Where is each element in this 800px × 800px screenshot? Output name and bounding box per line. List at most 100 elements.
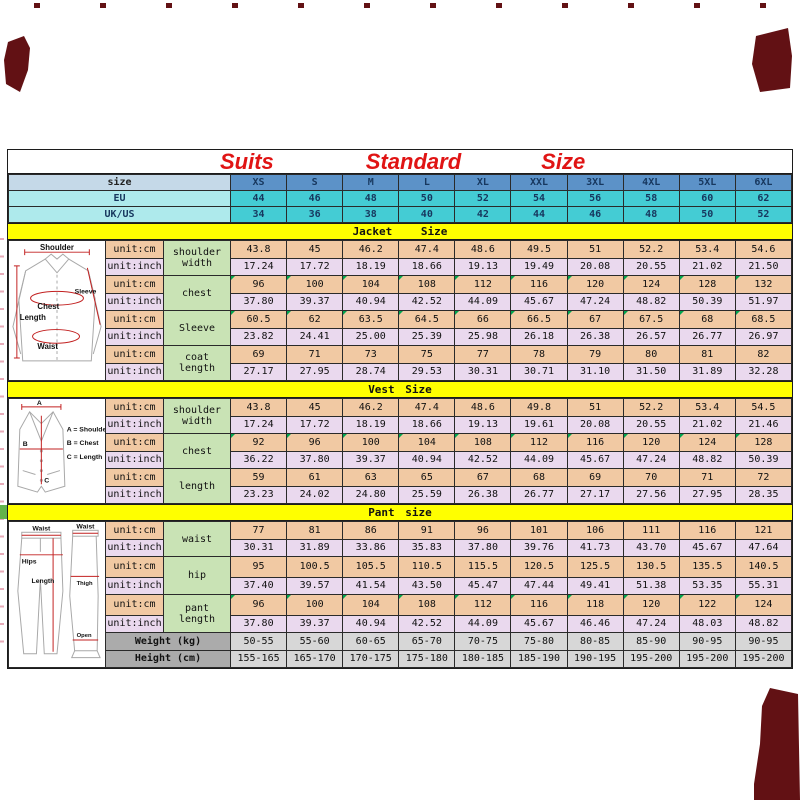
value-cell-cm: 75 <box>398 345 456 364</box>
value-cell-cm: 54.5 <box>734 398 793 417</box>
size-cell: 5XL <box>678 174 736 191</box>
measurement-name-cell: chest <box>163 433 231 469</box>
value-cell-inch: 26.38 <box>566 327 624 346</box>
footer-value-cell: 90-95 <box>678 632 736 651</box>
footer-value-cell: 170-175 <box>342 649 400 668</box>
unit-cm-cell: unit:cm <box>105 468 164 487</box>
value-cell-inch: 26.18 <box>510 327 568 346</box>
value-cell-cm: 124 <box>678 433 736 452</box>
size-value-cell: 60 <box>678 190 736 207</box>
unit-cm-cell: unit:cm <box>105 556 164 578</box>
footer-value-cell: 165-170 <box>286 649 344 668</box>
value-cell-inch: 27.95 <box>678 485 736 504</box>
value-cell-inch: 48.82 <box>622 292 680 311</box>
size-value-cell: 52 <box>734 206 793 223</box>
unit-inch-cell: unit:inch <box>105 614 164 633</box>
value-cell-cm: 116 <box>678 521 736 540</box>
value-cell-cm: 120.5 <box>510 556 568 578</box>
value-cell-inch: 24.80 <box>342 485 400 504</box>
value-cell-inch: 50.39 <box>734 450 793 469</box>
value-cell-inch: 47.24 <box>566 292 624 311</box>
measure-row-inch: unit:inch 30.31 31.89 33.86 35.83 37.80 39.76 4… <box>9 538 793 557</box>
unit-cm-cell: unit:cm <box>105 594 164 616</box>
weight-row: Weight (kg) 50-55 55-60 60-65 65-70 70-75 75-8… <box>9 632 793 651</box>
value-cell-inch: 39.37 <box>286 614 344 633</box>
chart-title: Suits Standard Size <box>8 149 792 174</box>
size-value-cell: 58 <box>622 190 680 207</box>
value-cell-inch: 48.82 <box>734 614 793 633</box>
jacket-diagram: Shoulder Length Chest Waist Sleeve <box>8 240 106 381</box>
value-cell-cm: 96 <box>286 433 344 452</box>
pant-label-hips: Hips <box>21 559 36 566</box>
size-value-cell: 34 <box>229 206 288 223</box>
value-cell-inch: 20.55 <box>622 415 680 434</box>
value-cell-cm: 49.8 <box>510 398 568 417</box>
value-cell-inch: 37.80 <box>286 450 344 469</box>
value-cell-inch: 19.13 <box>454 415 512 434</box>
size-value-cell: 52 <box>454 190 512 207</box>
corner-artifact-top-right <box>750 26 794 96</box>
pant-diagram: Waist Hips Length Waist Thigh Open <box>8 521 106 668</box>
value-cell-inch: 31.89 <box>286 538 344 557</box>
size-cell: XXL <box>510 174 568 191</box>
jacket-label-length: Length <box>19 313 45 322</box>
value-cell-cm: 112 <box>454 594 512 616</box>
value-cell-cm: 45 <box>286 398 344 417</box>
value-cell-cm: 108 <box>398 275 456 294</box>
size-cell: 3XL <box>566 174 624 191</box>
measure-row-cm: unit:cm Sleeve 60.5 62 63.5 64.5 66 66.5 67 67.5 6… <box>9 310 793 346</box>
value-cell-inch: 37.80 <box>229 614 288 633</box>
footer-label-cell: Weight (kg) <box>105 632 231 651</box>
value-cell-cm: 115.5 <box>454 556 512 578</box>
size-cell: XS <box>229 174 288 191</box>
corner-artifact-bottom-right <box>754 688 800 800</box>
size-cell: L <box>398 174 456 191</box>
value-cell-cm: 101 <box>510 521 568 540</box>
value-cell-inch: 47.64 <box>734 538 793 557</box>
value-cell-cm: 116 <box>510 594 568 616</box>
value-cell-cm: 96 <box>229 275 288 294</box>
value-cell-cm: 108 <box>454 433 512 452</box>
pant-label-length: Length <box>31 578 54 585</box>
measure-row-cm: unit:cm chest 96 100 104 108 112 116 120 124 128 13… <box>9 275 793 311</box>
size-label: size <box>8 174 231 191</box>
value-cell-cm: 73 <box>342 345 400 364</box>
value-cell-cm: 132 <box>734 275 793 294</box>
value-cell-inch: 42.52 <box>454 450 512 469</box>
footer-label-cell: Height (cm) <box>105 649 231 668</box>
value-cell-inch: 21.50 <box>734 257 793 276</box>
value-cell-cm: 69 <box>229 345 288 364</box>
size-value-cell: 48 <box>342 190 400 207</box>
value-cell-cm: 91 <box>398 521 456 540</box>
value-cell-cm: 80 <box>622 345 680 364</box>
value-cell-cm: 116 <box>510 275 568 294</box>
value-cell-cm: 124 <box>622 275 680 294</box>
value-cell-inch: 40.94 <box>398 450 456 469</box>
value-cell-inch: 45.67 <box>566 450 624 469</box>
ukus-row: UK/US 34 36 38 40 42 44 46 48 50 52 <box>8 206 793 223</box>
value-cell-cm: 62 <box>286 310 344 329</box>
value-cell-inch: 48.03 <box>678 614 736 633</box>
value-cell-inch: 25.98 <box>454 327 512 346</box>
footer-value-cell: 85-90 <box>622 632 680 651</box>
pant-diagram-drawing: Waist Hips Length Waist Thigh Open <box>16 523 101 659</box>
value-cell-inch: 23.82 <box>229 327 288 346</box>
value-cell-inch: 30.71 <box>510 362 568 381</box>
measurement-name-cell: hip <box>163 556 231 595</box>
value-cell-cm: 78 <box>510 345 568 364</box>
value-cell-cm: 120 <box>566 275 624 294</box>
value-cell-cm: 100 <box>342 433 400 452</box>
size-value-cell: 50 <box>398 190 456 207</box>
value-cell-inch: 31.89 <box>678 362 736 381</box>
footer-value-cell: 60-65 <box>342 632 400 651</box>
value-cell-cm: 71 <box>678 468 736 487</box>
value-cell-inch: 26.97 <box>734 327 793 346</box>
value-cell-inch: 53.35 <box>678 576 736 595</box>
value-cell-inch: 31.10 <box>566 362 624 381</box>
measurement-name-cell: waist <box>163 521 231 557</box>
pant-label-waist-side: Waist <box>76 523 95 530</box>
value-cell-inch: 21.46 <box>734 415 793 434</box>
footer-value-cell: 90-95 <box>734 632 793 651</box>
value-cell-cm: 68 <box>510 468 568 487</box>
